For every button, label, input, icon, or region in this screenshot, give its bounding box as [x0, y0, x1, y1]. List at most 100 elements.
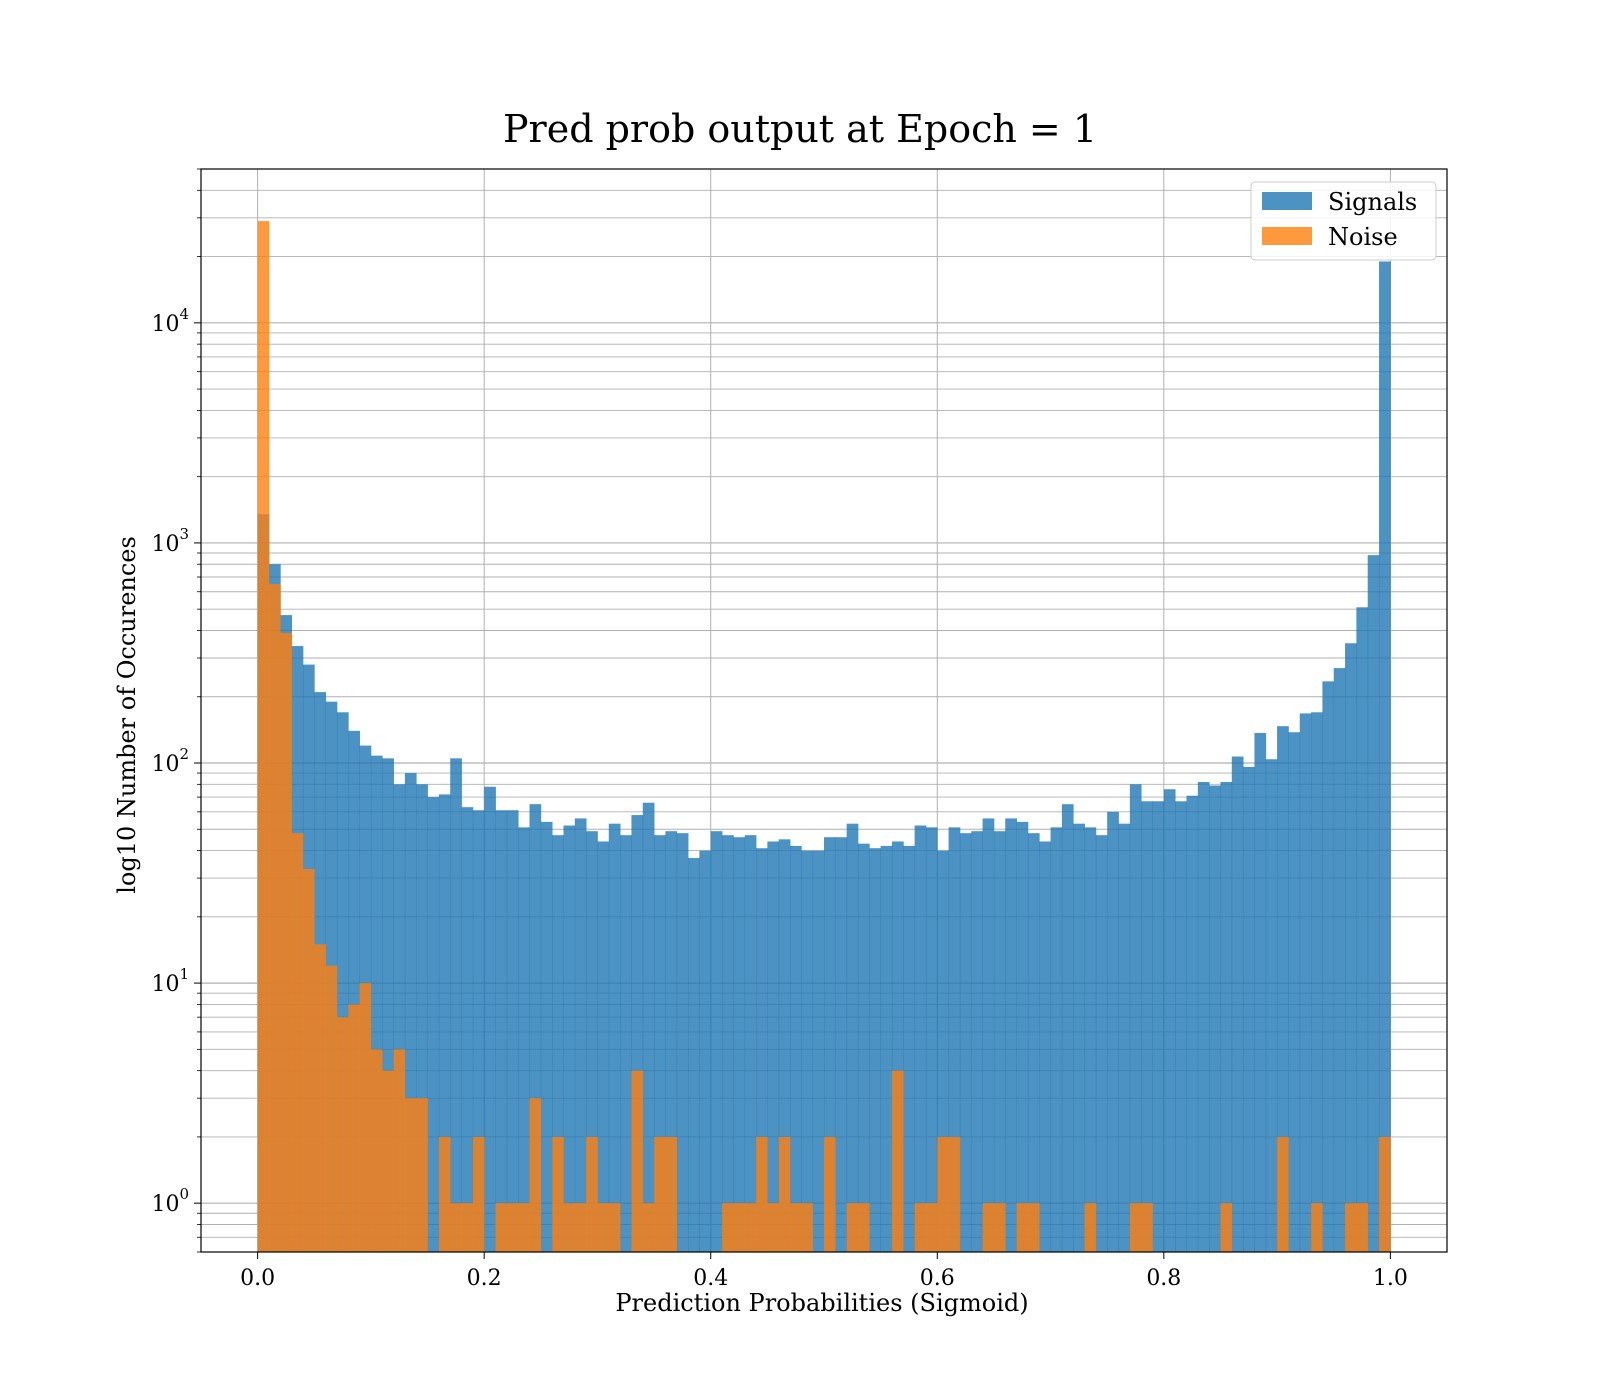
signals-bar	[1016, 821, 1029, 1252]
noise-bar	[268, 584, 281, 1252]
noise-bar	[359, 983, 372, 1252]
signals-bar	[1050, 827, 1063, 1252]
noise-bar	[1356, 1203, 1369, 1252]
x-axis-ticks: 0.0 0.2 0.4 0.6 0.8 1.0	[240, 1252, 1408, 1291]
legend-swatch-signals	[1262, 192, 1312, 210]
noise-bar	[574, 1203, 587, 1252]
signals-bar	[608, 823, 621, 1252]
noise-bars	[257, 221, 1391, 1252]
signals-bar	[1367, 555, 1380, 1252]
signals-bar	[1073, 823, 1085, 1252]
signals-bar	[869, 848, 882, 1252]
noise-bar	[1129, 1203, 1142, 1252]
signals-bar	[1288, 732, 1301, 1252]
noise-bar	[404, 1098, 417, 1252]
signals-bar	[1243, 766, 1255, 1252]
noise-bar	[654, 1136, 666, 1252]
noise-bar	[506, 1203, 519, 1252]
y-tick-label: 103	[151, 525, 189, 557]
y-tick-label: 101	[151, 965, 189, 997]
noise-bar	[529, 1098, 542, 1252]
noise-bar	[348, 1004, 360, 1252]
signals-bar	[382, 758, 394, 1252]
signals-bar	[1163, 789, 1176, 1252]
noise-bar	[608, 1203, 621, 1252]
signals-bar	[959, 833, 972, 1252]
noise-bar	[257, 221, 270, 1252]
signals-bar	[1175, 801, 1187, 1252]
signals-bar	[688, 858, 700, 1252]
signals-bar	[1322, 681, 1335, 1252]
noise-bar	[563, 1203, 576, 1252]
signals-bar	[529, 804, 542, 1252]
signals-bar	[1152, 801, 1165, 1252]
x-tick-label: 0.4	[693, 1266, 728, 1291]
noise-bar	[336, 1017, 349, 1252]
noise-bar	[382, 1070, 394, 1252]
y-tick-label: 102	[151, 745, 189, 777]
y-axis-label: log10 Number of Occurences	[113, 536, 141, 894]
noise-bar	[552, 1136, 564, 1252]
signals-bar	[1039, 841, 1051, 1252]
signals-bar	[824, 837, 836, 1252]
noise-bar	[314, 944, 326, 1252]
legend: Signals Noise	[1250, 181, 1437, 261]
noise-bar	[325, 965, 338, 1252]
signals-bar	[540, 821, 553, 1252]
signals-bar	[518, 827, 530, 1252]
signals-bar	[642, 802, 655, 1252]
signals-bar	[812, 850, 825, 1252]
noise-bar	[778, 1136, 791, 1252]
signals-bar	[790, 845, 802, 1252]
signals-bar	[1061, 804, 1074, 1252]
signals-bar	[574, 818, 587, 1252]
signals-bar	[1345, 643, 1357, 1252]
signals-bar	[1209, 785, 1221, 1252]
noise-bar	[597, 1203, 610, 1252]
signals-bar	[348, 730, 360, 1252]
signals-bar	[778, 839, 791, 1252]
signals-bar	[631, 815, 644, 1252]
noise-bar	[370, 1049, 383, 1252]
noise-bar	[1220, 1203, 1233, 1252]
signals-bar	[665, 831, 678, 1252]
legend-label-signals: Signals	[1328, 188, 1417, 216]
signals-bar	[756, 848, 768, 1252]
noise-bar	[280, 632, 293, 1252]
noise-bar	[733, 1203, 746, 1252]
noise-bar	[1277, 1136, 1289, 1252]
noise-bar	[846, 1203, 859, 1252]
noise-bar	[461, 1203, 474, 1252]
signals-bar	[767, 841, 780, 1252]
noise-bar	[1345, 1203, 1357, 1252]
signals-bar	[1027, 833, 1040, 1252]
signals-bar	[1277, 726, 1289, 1252]
chart-title: Pred prob output at Epoch = 1	[503, 107, 1097, 151]
signals-bar	[552, 835, 564, 1252]
signals-bar	[484, 786, 496, 1252]
noise-bar	[1379, 1136, 1391, 1252]
noise-bar	[891, 1070, 904, 1252]
signals-bar	[1299, 713, 1312, 1252]
signals-bar	[1186, 795, 1199, 1252]
signals-bar	[948, 827, 961, 1252]
signals-bar	[993, 831, 1006, 1252]
signals-bar	[1265, 759, 1278, 1252]
signals-bar	[1333, 668, 1346, 1252]
signals-bar	[937, 850, 949, 1252]
x-tick-label: 0.6	[920, 1266, 955, 1291]
noise-bar	[722, 1203, 734, 1252]
noise-bar	[857, 1203, 870, 1252]
signals-bar	[925, 827, 938, 1252]
signals-bar	[744, 835, 757, 1252]
noise-bar	[631, 1070, 644, 1252]
signals-bar	[438, 794, 451, 1252]
signals-bar	[1118, 823, 1131, 1252]
signals-bar	[597, 841, 610, 1252]
noise-bar	[665, 1136, 678, 1252]
x-tick-label: 0.0	[240, 1266, 275, 1291]
signals-bar	[563, 825, 576, 1252]
noise-bar	[937, 1136, 949, 1252]
noise-bar	[586, 1136, 598, 1252]
signals-bar	[982, 818, 995, 1252]
